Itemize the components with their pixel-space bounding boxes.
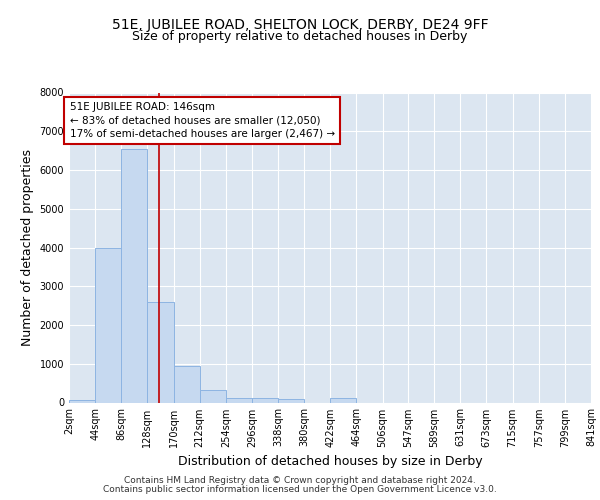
Text: 51E JUBILEE ROAD: 146sqm
← 83% of detached houses are smaller (12,050)
17% of se: 51E JUBILEE ROAD: 146sqm ← 83% of detach… (70, 102, 335, 139)
Bar (95, 248, 121, 402)
X-axis label: Distribution of detached houses by size in Derby: Distribution of detached houses by size … (178, 455, 482, 468)
Bar (69, 400, 95, 402)
Bar (278, 400, 304, 402)
Bar (121, 148, 148, 402)
Bar (148, 302, 173, 402)
Bar (226, 398, 252, 402)
Bar (200, 390, 226, 402)
Text: Contains HM Land Registry data © Crown copyright and database right 2024.: Contains HM Land Registry data © Crown c… (124, 476, 476, 485)
Text: Contains public sector information licensed under the Open Government Licence v3: Contains public sector information licen… (103, 485, 497, 494)
Text: 51E, JUBILEE ROAD, SHELTON LOCK, DERBY, DE24 9FF: 51E, JUBILEE ROAD, SHELTON LOCK, DERBY, … (112, 18, 488, 32)
Bar (173, 366, 200, 403)
Bar (331, 398, 356, 402)
Y-axis label: Number of detached properties: Number of detached properties (21, 149, 34, 346)
Text: Size of property relative to detached houses in Derby: Size of property relative to detached ho… (133, 30, 467, 43)
Bar (252, 398, 278, 402)
